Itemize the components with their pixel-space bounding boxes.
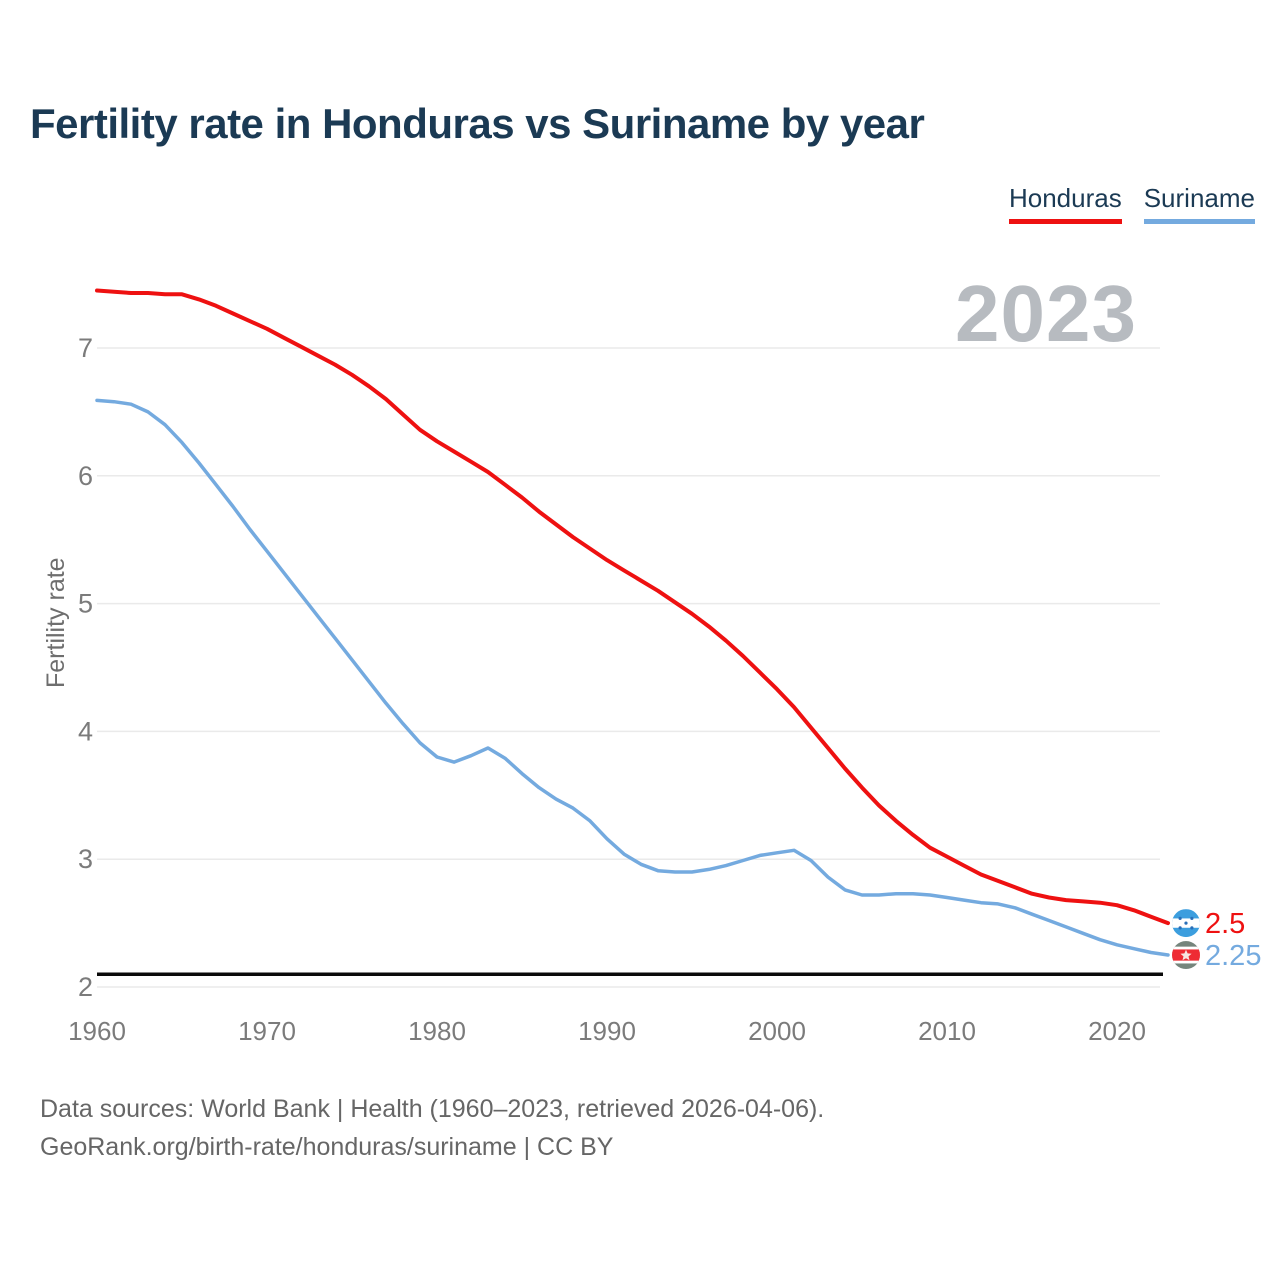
x-tick-label: 2010: [918, 1016, 976, 1046]
legend-item-honduras[interactable]: Honduras: [1008, 183, 1122, 224]
x-tick-label: 1970: [238, 1016, 296, 1046]
series-line-honduras: [95, 288, 1170, 926]
x-tick-label: 1990: [578, 1016, 636, 1046]
end-label-honduras: 2.5: [1205, 908, 1245, 940]
watermark-year: 2023: [955, 269, 1137, 358]
y-tick-label: 4: [78, 716, 93, 746]
x-tick-label: 2020: [1088, 1016, 1146, 1046]
y-tick-label: 2: [78, 972, 93, 1002]
legend: Honduras Suriname: [1008, 183, 1255, 224]
x-tick-label: 1960: [68, 1016, 126, 1046]
footer: Data sources: World Bank | Health (1960–…: [40, 1090, 824, 1166]
footer-sources: Data sources: World Bank | Health (1960–…: [40, 1095, 825, 1123]
end-label-suriname: 2.25: [1205, 940, 1261, 972]
honduras-flag-icon: [1172, 909, 1200, 938]
x-tick-label: 1980: [408, 1016, 466, 1046]
y-tick-label: 7: [78, 333, 93, 363]
y-tick-label: 3: [78, 844, 93, 874]
legend-item-suriname[interactable]: Suriname: [1143, 183, 1255, 224]
x-tick-label: 2000: [748, 1016, 806, 1046]
y-tick-label: 5: [78, 589, 93, 619]
chart-title: Fertility rate in Honduras vs Suriname b…: [30, 100, 925, 147]
y-tick-label: 6: [78, 461, 93, 491]
footer-attribution: GeoRank.org/birth-rate/honduras/suriname…: [40, 1133, 614, 1161]
suriname-flag-icon: [1172, 941, 1200, 970]
series-line-suriname: [95, 398, 1170, 957]
